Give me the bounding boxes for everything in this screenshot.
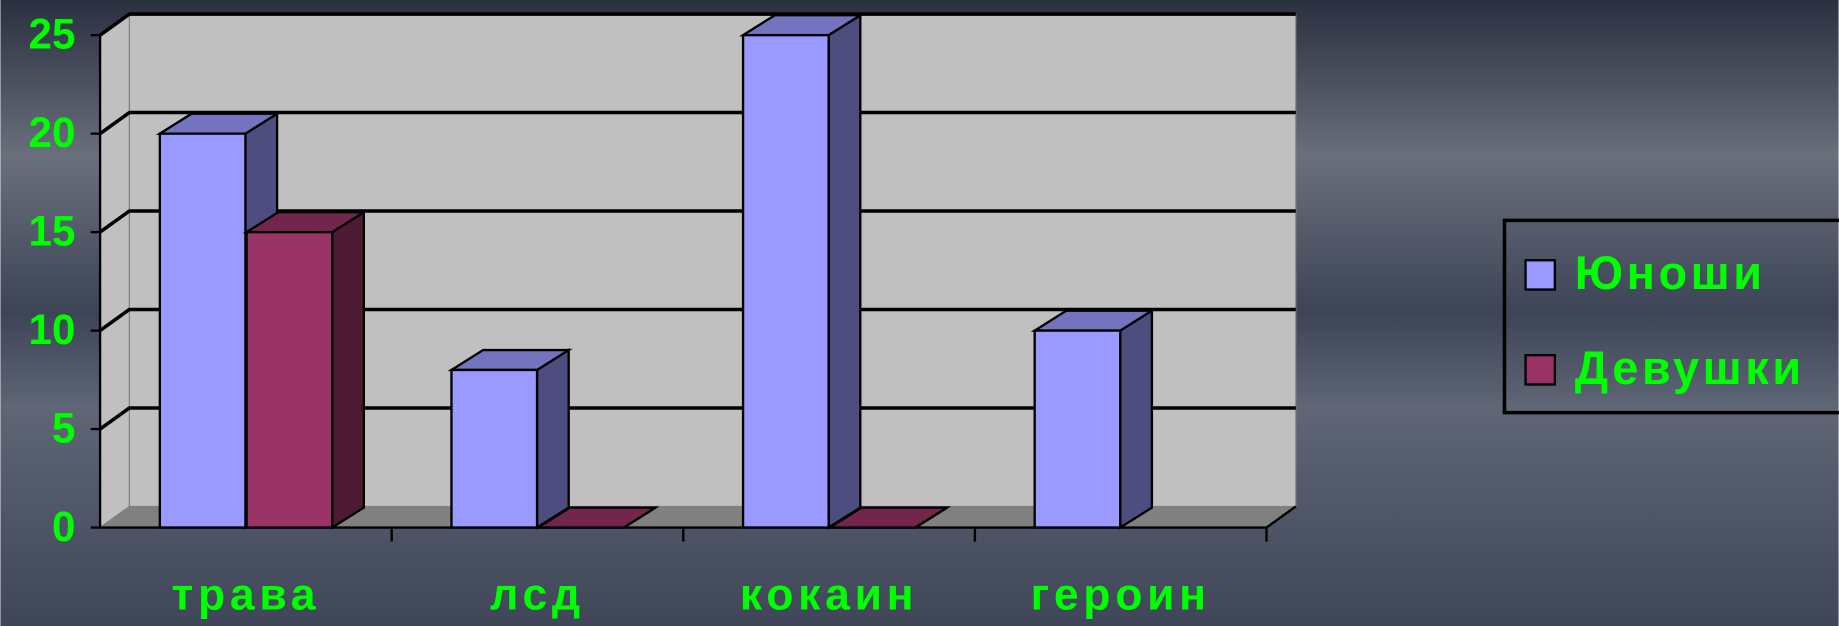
bar-top <box>825 506 952 529</box>
y-tick-label: 15 <box>29 208 76 255</box>
x-tick-label: кокаин <box>740 571 918 620</box>
y-tick-label: 20 <box>29 109 76 156</box>
legend-label: Юноши <box>1575 247 1766 299</box>
legend-swatch <box>1524 259 1557 291</box>
y-tick-label: 25 <box>29 11 76 58</box>
bar-side <box>535 347 570 530</box>
x-tick-label: героин <box>1031 571 1211 620</box>
y-tick-label: 10 <box>29 306 76 353</box>
legend-label: Девушки <box>1575 342 1805 394</box>
bar <box>534 506 660 529</box>
bar <box>1030 308 1156 530</box>
bar-side <box>827 13 862 530</box>
x-tick-label: трава <box>171 571 320 620</box>
floor-edge <box>1265 505 1297 529</box>
bar <box>739 13 865 530</box>
grid-line <box>99 406 1296 431</box>
grid-line <box>99 12 1296 37</box>
bar-front <box>741 33 830 529</box>
bar <box>825 506 952 529</box>
bar <box>447 347 573 530</box>
bar-side <box>331 210 366 530</box>
bar-front <box>158 132 247 529</box>
grid-line <box>99 110 1296 136</box>
legend-swatch <box>1524 354 1557 386</box>
side-wall <box>99 12 130 529</box>
bar <box>242 210 368 530</box>
bar-front <box>245 230 334 529</box>
y-tick-label: 0 <box>52 503 75 550</box>
bar-front <box>1033 329 1122 529</box>
legend-box <box>1502 218 1839 415</box>
floor <box>100 506 1296 528</box>
bar-top <box>534 506 660 529</box>
grid-line <box>99 209 1296 234</box>
bar-front <box>450 368 539 529</box>
y-tick-label: 5 <box>52 405 75 452</box>
bar-side <box>1119 308 1154 530</box>
x-tick-label: лсд <box>490 571 585 620</box>
grid-line <box>99 307 1296 333</box>
